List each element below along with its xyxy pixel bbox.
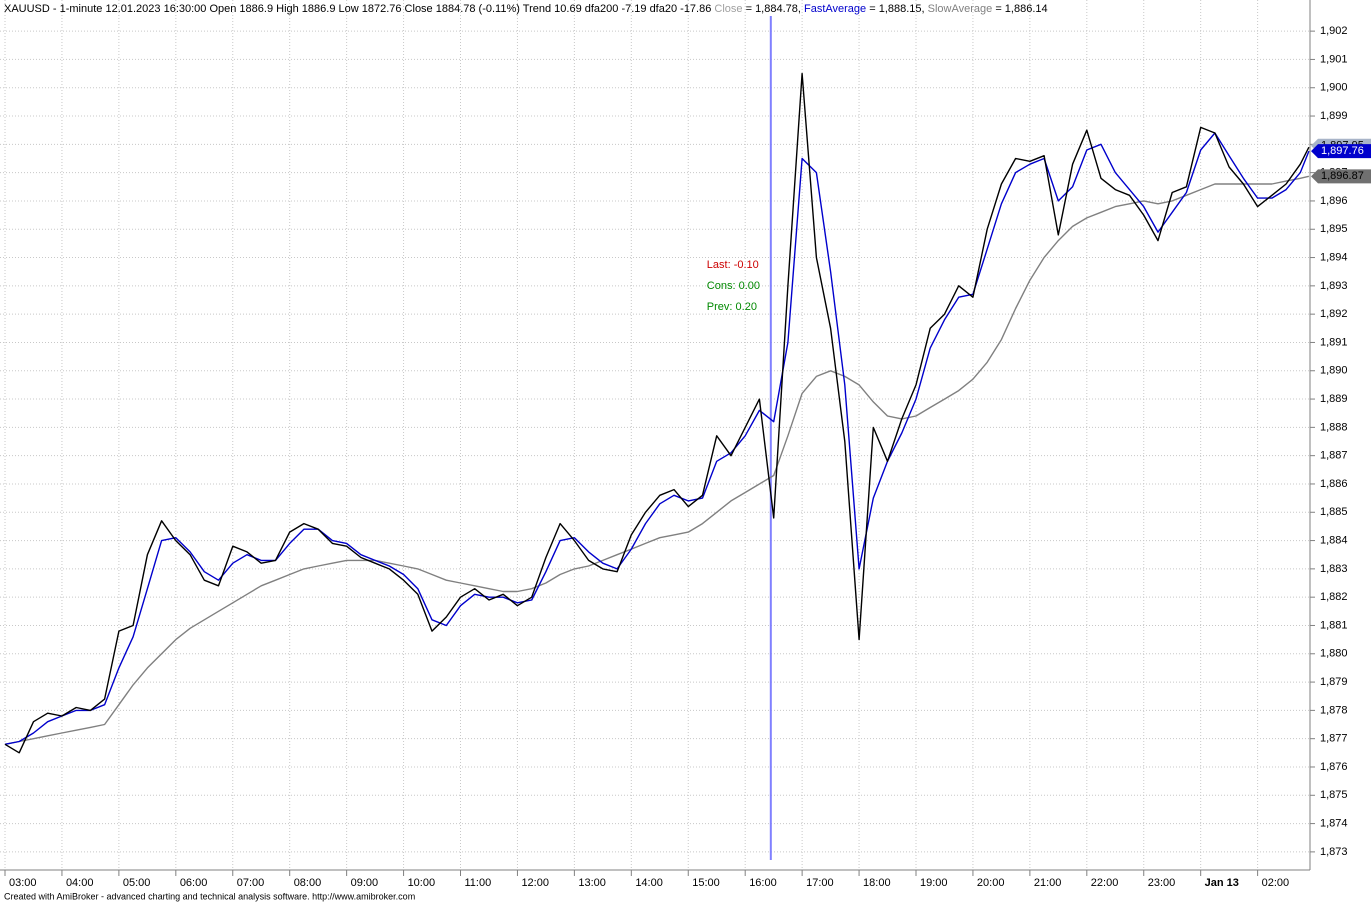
x-tick-label: 22:00	[1091, 877, 1119, 889]
title-part: = 1,884.78,	[743, 3, 804, 15]
x-tick-label: 07:00	[237, 877, 265, 889]
y-tick-label: 1,884	[1320, 534, 1348, 546]
y-tick-label: 1,899	[1320, 110, 1348, 122]
x-tick-label: 03:00	[9, 877, 37, 889]
y-tick-label: 1,892	[1320, 308, 1348, 320]
x-tick-label: 19:00	[920, 877, 948, 889]
x-tick-label: 18:00	[863, 877, 891, 889]
y-tick-label: 1,885	[1320, 506, 1348, 518]
x-tick-label: 10:00	[408, 877, 436, 889]
y-tick-label: 1,876	[1320, 761, 1348, 773]
title-part: = 1,886.14	[992, 3, 1047, 15]
price-tag	[1311, 169, 1371, 184]
x-tick-label: 05:00	[123, 877, 151, 889]
y-tick-label: 1,881	[1320, 619, 1348, 631]
y-tick-label: 1,877	[1320, 733, 1348, 745]
annotation: Last: -0.10	[707, 259, 759, 271]
y-tick-label: 1,882	[1320, 591, 1348, 603]
x-tick-label: 06:00	[180, 877, 208, 889]
y-tick-label: 1,887	[1320, 450, 1348, 462]
annotation: Prev: 0.20	[707, 301, 757, 313]
y-tick-label: 1,890	[1320, 365, 1348, 377]
y-tick-label: 1,902	[1320, 25, 1348, 37]
y-tick-label: 1,896	[1320, 195, 1348, 207]
grid	[0, 0, 1310, 870]
chart-title: XAUUSD - 1-minute 12.01.2023 16:30:00 Op…	[4, 3, 1048, 15]
series-line	[4, 72, 1310, 754]
x-tick-label: 16:00	[749, 877, 777, 889]
title-part: FastAverage	[804, 3, 866, 15]
title-part: XAUUSD - 1-minute 12.01.2023 16:30:00 Op…	[4, 3, 714, 15]
y-tick-label: 1,894	[1320, 251, 1348, 263]
title-part: = 1,888.15,	[866, 3, 927, 15]
y-tick-label: 1,893	[1320, 280, 1348, 292]
x-tick-label: 12:00	[521, 877, 549, 889]
y-tick-label: 1,878	[1320, 704, 1348, 716]
title-part: Close	[714, 3, 742, 15]
x-tick-label: 23:00	[1148, 877, 1176, 889]
y-tick-label: 1,873	[1320, 846, 1348, 858]
y-tick-label: 1,874	[1320, 817, 1348, 829]
price-tag-label: 1,896.87	[1321, 170, 1364, 182]
y-tick-label: 1,883	[1320, 563, 1348, 575]
series-line	[4, 175, 1310, 745]
y-tick-label: 1,875	[1320, 789, 1348, 801]
x-tick-label: 09:00	[351, 877, 379, 889]
price-tag-label: 1,897.76	[1321, 145, 1364, 157]
x-tick-label: 20:00	[977, 877, 1005, 889]
plot-area: Last: -0.10 Cons: 0.00 Prev: 0.20	[4, 16, 1310, 860]
x-tick-label: 21:00	[1034, 877, 1062, 889]
x-tick-label: 11:00	[465, 877, 492, 889]
x-tick-label: 04:00	[66, 877, 94, 889]
x-tick-label: 14:00	[635, 877, 663, 889]
x-tick-label: 02:00	[1262, 877, 1290, 889]
footer: Created with AmiBroker - advanced charti…	[4, 891, 415, 901]
annotation: Cons: 0.00	[707, 280, 760, 292]
y-tick-label: 1,901	[1320, 53, 1348, 65]
y-tick-label: 1,891	[1320, 336, 1348, 348]
y-tick-label: 1,888	[1320, 421, 1348, 433]
x-tick-label: Jan 13	[1205, 877, 1239, 889]
y-tick-label: 1,895	[1320, 223, 1348, 235]
x-tick-label: 13:00	[578, 877, 606, 889]
x-tick-label: 17:00	[806, 877, 834, 889]
title-part: SlowAverage	[928, 3, 993, 15]
y-tick-label: 1,879	[1320, 676, 1348, 688]
y-tick-label: 1,880	[1320, 648, 1348, 660]
y-tick-label: 1,886	[1320, 478, 1348, 490]
y-tick-label: 1,900	[1320, 82, 1348, 94]
axes: 1,873 1,874 1,875 1,876 1,877 1,878 1,879 1,880…	[4, 25, 1371, 889]
x-tick-label: 15:00	[692, 877, 720, 889]
x-tick-label: 08:00	[294, 877, 322, 889]
y-tick-label: 1,889	[1320, 393, 1348, 405]
price-tag	[1311, 144, 1371, 159]
